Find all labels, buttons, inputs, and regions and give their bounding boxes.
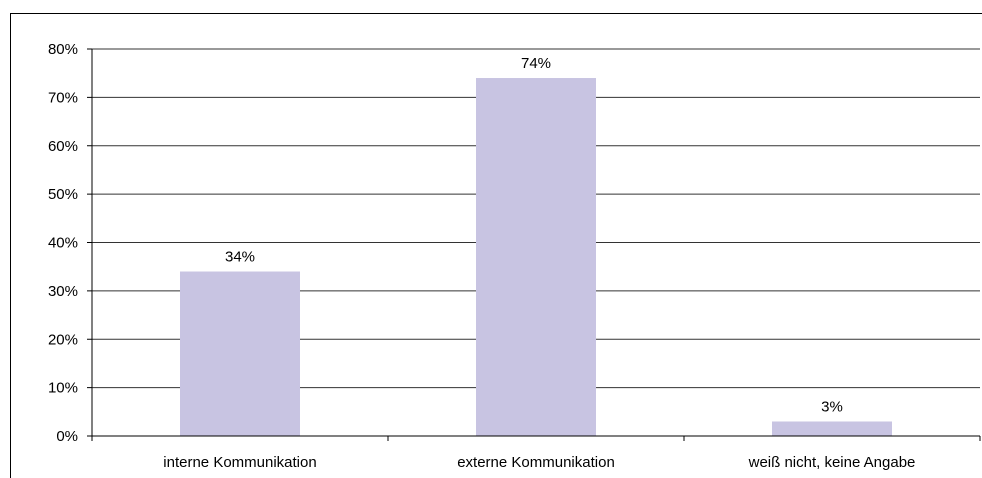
x-axis: interne Kommunikation externe Kommunikati… (91, 435, 981, 471)
bar (180, 271, 300, 436)
data-label: 74% (521, 55, 551, 72)
y-axis: 0% 10% 20% 30% 40% 50% 60% 70% 80% (48, 41, 93, 445)
y-tick-label: 60% (48, 138, 78, 155)
x-tick-label: externe Kommunikation (457, 454, 615, 471)
y-tick-label: 40% (48, 235, 78, 252)
chart-frame (10, 13, 982, 478)
y-tick-label: 50% (48, 186, 78, 203)
y-tick-label: 20% (48, 331, 78, 348)
x-tick-label: weiß nicht, keine Angabe (748, 454, 916, 471)
y-tick-label: 80% (48, 41, 78, 58)
y-tick-label: 0% (56, 428, 78, 445)
bar (476, 78, 596, 437)
bar (772, 421, 892, 436)
bars: 34% 74% 3% (180, 55, 892, 437)
y-tick-label: 30% (48, 283, 78, 300)
y-tick-label: 70% (48, 89, 78, 106)
data-label: 34% (225, 249, 255, 266)
y-tick-label: 10% (48, 380, 78, 397)
data-label: 3% (821, 398, 843, 415)
x-tick-label: interne Kommunikation (163, 454, 316, 471)
